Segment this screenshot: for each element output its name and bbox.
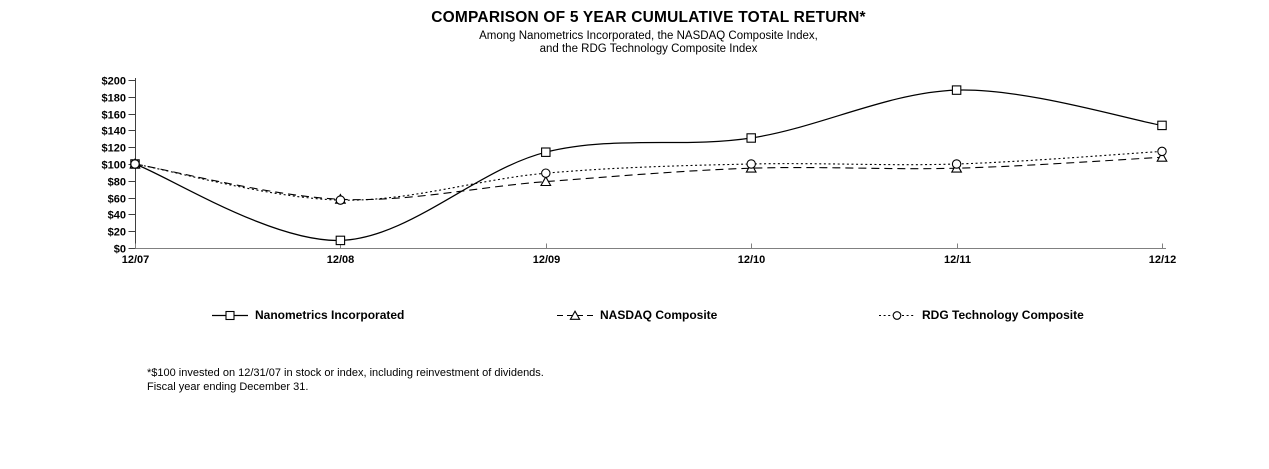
- footnote-line-1: *$100 invested on 12/31/07 in stock or i…: [147, 367, 544, 379]
- y-tick-label: $180: [102, 92, 126, 104]
- triangle-marker-icon: [540, 175, 552, 187]
- dotted-line-circle-marker-icon: [879, 310, 915, 320]
- square-marker-icon: [746, 133, 756, 143]
- chart-subtitle: Among Nanometrics Incorporated, the NASD…: [28, 30, 1269, 56]
- chart-title: COMPARISON OF 5 YEAR CUMULATIVE TOTAL RE…: [431, 9, 866, 26]
- triangle-marker-icon: [1156, 151, 1168, 162]
- legend-label: RDG Technology Composite: [922, 308, 1084, 322]
- chart-subtitle-line-1: Among Nanometrics Incorporated, the NASD…: [479, 30, 818, 42]
- circle-marker-icon: [541, 168, 551, 178]
- legend-label: NASDAQ Composite: [600, 308, 718, 322]
- footnote-line-2: Fiscal year ending December 31.: [147, 381, 309, 393]
- chart-header: COMPARISON OF 5 YEAR CUMULATIVE TOTAL RE…: [28, 9, 1269, 56]
- legend-item-nasdaq: NASDAQ Composite: [557, 308, 717, 322]
- y-tick-label: $200: [102, 75, 126, 87]
- circle-marker-icon: [335, 195, 346, 205]
- series-line-nanometrics-incorporated: [134, 89, 1163, 242]
- y-tick-label: $120: [102, 142, 126, 154]
- y-tick-label: $0: [114, 243, 126, 255]
- y-tick-label: $160: [102, 109, 126, 121]
- x-tick-label: 12/07: [122, 254, 150, 266]
- solid-line-square-marker-icon: [212, 310, 248, 320]
- chart-footnote: *$100 invested on 12/31/07 in stock or i…: [147, 366, 544, 394]
- series-line-nasdaq-composite: [134, 156, 1163, 201]
- square-marker-icon: [1157, 120, 1167, 131]
- circle-marker-icon: [951, 159, 962, 169]
- y-tick-label: $80: [108, 176, 126, 188]
- square-marker-icon: [335, 235, 346, 246]
- x-tick-label: 12/11: [944, 254, 971, 266]
- dashed-line-triangle-marker-icon: [557, 309, 593, 320]
- y-tick-label: $140: [102, 125, 126, 137]
- series-line-rdg-technology-composite: [134, 150, 1163, 201]
- legend-label: Nanometrics Incorporated: [255, 308, 405, 322]
- x-tick-label: 12/09: [533, 254, 561, 266]
- circle-marker-icon: [1157, 146, 1167, 157]
- circle-marker-icon: [746, 159, 756, 169]
- y-tick-label: $100: [102, 159, 126, 171]
- x-tick-label: 12/10: [738, 254, 766, 266]
- legend-item-rdg: RDG Technology Composite: [879, 308, 1084, 322]
- square-marker-icon: [541, 147, 551, 157]
- y-tick-label: $40: [108, 209, 126, 221]
- circle-marker-icon: [130, 159, 140, 169]
- legend-item-nanometrics: Nanometrics Incorporated: [212, 308, 404, 322]
- y-tick-label: $20: [108, 226, 126, 238]
- square-marker-icon: [951, 85, 962, 95]
- y-tick-label: $60: [108, 193, 126, 205]
- x-tick-label: 12/08: [327, 254, 355, 266]
- chart-legend: Nanometrics Incorporated NASDAQ Composit…: [0, 308, 1269, 326]
- chart-subtitle-line-2: and the RDG Technology Composite Index: [539, 43, 758, 55]
- x-tick-label: 12/12: [1149, 254, 1177, 266]
